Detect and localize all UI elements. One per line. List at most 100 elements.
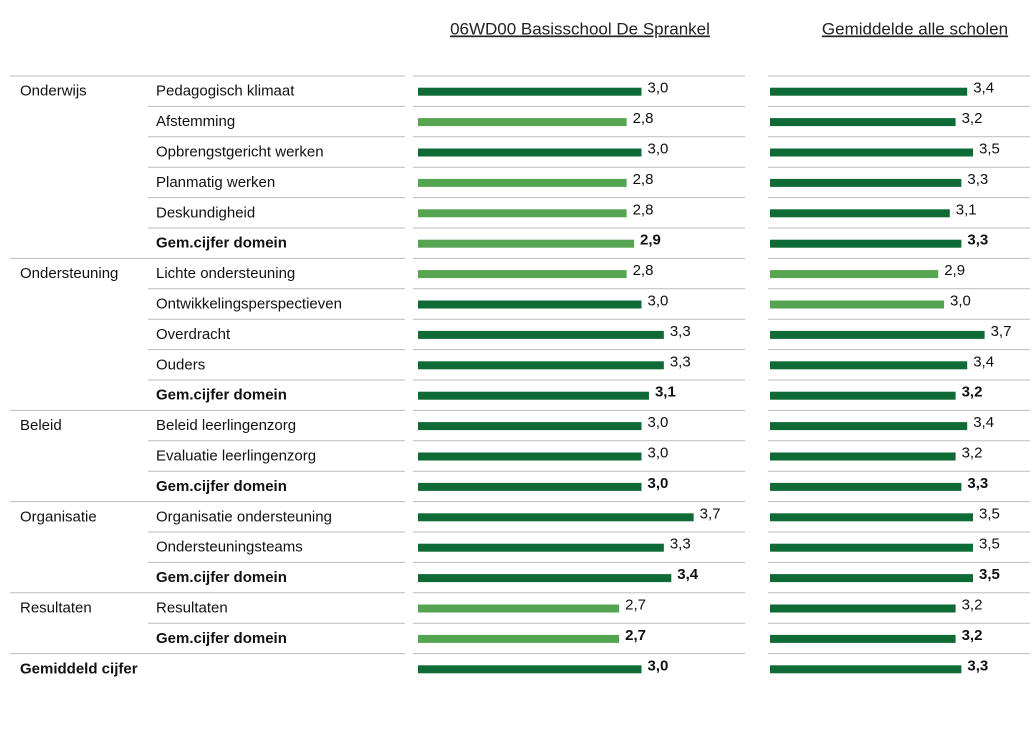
bar: [770, 452, 956, 461]
group-label: Organisatie: [20, 508, 97, 525]
group-label: Onderwijs: [20, 83, 87, 100]
value-label: 3,3: [967, 475, 988, 492]
row-label: Gem.cijfer domein: [156, 569, 287, 586]
value-label: 3,3: [967, 232, 988, 249]
bar: [418, 452, 642, 461]
row-label: Deskundigheid: [156, 204, 255, 221]
row-label: Gem.cijfer domein: [156, 387, 287, 404]
value-label: 3,2: [962, 596, 983, 613]
bar: [770, 209, 950, 218]
value-label: 3,0: [648, 475, 669, 492]
value-label: 3,2: [962, 627, 983, 644]
bar: [418, 118, 627, 127]
bar: [418, 543, 664, 552]
row-label: Ouders: [156, 356, 205, 373]
bar: [770, 422, 968, 431]
row-label: Afstemming: [156, 113, 235, 130]
value-label: 2,9: [944, 262, 965, 279]
group-label: Resultaten: [20, 599, 92, 616]
value-label: 3,7: [991, 323, 1012, 340]
value-label: 3,5: [979, 566, 1000, 583]
value-label: 3,0: [648, 80, 669, 97]
row-label: Planmatig werken: [156, 174, 275, 191]
bar: [770, 574, 973, 583]
column-header: Gemiddelde alle scholen: [822, 19, 1008, 38]
bar: [770, 665, 962, 674]
value-label: 3,5: [979, 536, 1000, 553]
value-label: 2,8: [633, 110, 654, 127]
value-label: 3,0: [648, 292, 669, 309]
value-label: 3,3: [670, 323, 691, 340]
value-label: 3,4: [973, 414, 994, 431]
value-label: 3,0: [950, 292, 971, 309]
group-label: Ondersteuning: [20, 265, 118, 282]
value-label: 3,0: [648, 414, 669, 431]
value-label: 3,5: [979, 505, 1000, 522]
row-label: Evaluatie leerlingenzorg: [156, 447, 316, 464]
value-label: 2,9: [640, 232, 661, 249]
bar: [770, 148, 973, 157]
row-label: Ondersteuningsteams: [156, 539, 303, 556]
bar: [418, 634, 620, 643]
bar: [418, 665, 642, 674]
bar: [418, 513, 694, 522]
bar: [770, 482, 962, 491]
bar: [770, 300, 944, 309]
value-label: 2,7: [625, 596, 646, 613]
value-label: 3,1: [956, 201, 977, 218]
value-label: 3,2: [962, 444, 983, 461]
value-label: 3,4: [973, 353, 994, 370]
value-label: 3,5: [979, 140, 1000, 157]
bar: [770, 391, 956, 400]
value-label: 3,2: [962, 110, 983, 127]
value-label: 2,8: [633, 201, 654, 218]
bar: [770, 270, 939, 279]
bar: [770, 239, 962, 248]
bar: [418, 239, 635, 248]
group-label: Beleid: [20, 417, 62, 434]
bar: [418, 148, 642, 157]
value-label: 3,0: [648, 444, 669, 461]
bar: [418, 330, 664, 339]
bar: [770, 87, 968, 96]
row-label: Pedagogisch klimaat: [156, 83, 295, 100]
row-label: Ontwikkelingsperspectieven: [156, 295, 342, 312]
bar: [770, 513, 973, 522]
row-label: Beleid leerlingenzorg: [156, 417, 296, 434]
bar: [418, 270, 627, 279]
bar: [418, 361, 664, 370]
column-header: 06WD00 Basisschool De Sprankel: [450, 19, 710, 38]
bar: [770, 604, 956, 613]
value-label: 3,3: [967, 171, 988, 188]
row-label: Resultaten: [156, 599, 228, 616]
row-label: Organisatie ondersteuning: [156, 508, 332, 525]
row-label: Gem.cijfer domein: [156, 630, 287, 647]
value-label: 3,1: [655, 384, 676, 401]
value-label: 3,2: [962, 384, 983, 401]
group-label: Gemiddeld cijfer: [20, 660, 138, 677]
value-label: 2,8: [633, 171, 654, 188]
row-label: Gem.cijfer domein: [156, 478, 287, 495]
bar: [418, 391, 649, 400]
value-label: 2,7: [625, 627, 646, 644]
row-label: Overdracht: [156, 326, 231, 343]
value-label: 3,3: [670, 353, 691, 370]
bar: [418, 604, 620, 613]
bar: [418, 87, 642, 96]
bar: [770, 543, 973, 552]
bar: [770, 178, 962, 187]
bar: [770, 118, 956, 127]
value-label: 3,3: [967, 657, 988, 674]
value-label: 3,3: [670, 536, 691, 553]
bar: [418, 422, 642, 431]
value-label: 3,4: [973, 80, 994, 97]
row-label: Lichte ondersteuning: [156, 265, 295, 282]
value-label: 2,8: [633, 262, 654, 279]
bar: [418, 574, 672, 583]
value-label: 3,7: [700, 505, 721, 522]
value-label: 3,0: [648, 657, 669, 674]
value-label: 3,4: [677, 566, 699, 583]
bar: [418, 482, 642, 491]
